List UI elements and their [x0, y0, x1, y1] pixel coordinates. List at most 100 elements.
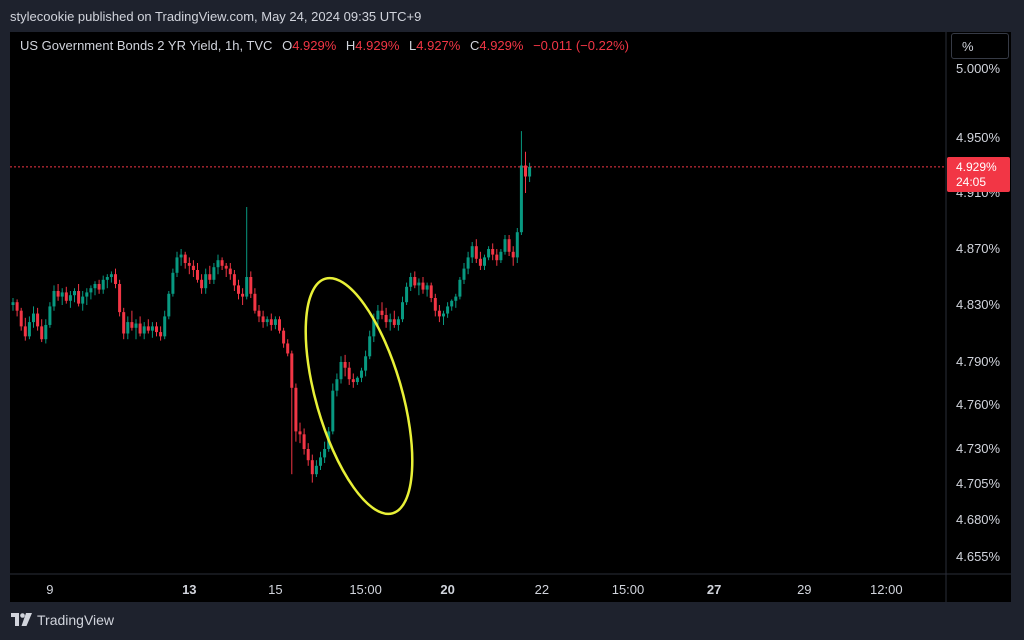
candle-body — [499, 251, 503, 261]
candle-body — [241, 293, 245, 297]
candle-body — [122, 312, 126, 334]
candle-body — [101, 279, 105, 290]
candle-body — [52, 291, 56, 307]
candle-body — [15, 302, 19, 311]
price-axis-label: 4.950% — [956, 130, 1001, 145]
candle-body — [360, 370, 363, 378]
candle-body — [48, 306, 52, 325]
candle-body — [351, 379, 355, 383]
candle-body — [474, 246, 478, 259]
annotation-ellipse[interactable] — [284, 267, 434, 525]
candle-body — [200, 279, 204, 289]
time-axis-label: 12:00 — [870, 582, 903, 597]
candle-body — [323, 449, 327, 458]
candle-body — [224, 265, 228, 269]
candle-body — [32, 313, 35, 323]
candle-body — [319, 457, 322, 466]
open-value: 4.929% — [292, 38, 337, 53]
candle-body — [187, 263, 191, 266]
footer-bar — [0, 602, 1024, 640]
time-axis-label: 13 — [182, 582, 196, 597]
candle-body — [409, 277, 413, 287]
candle-body — [392, 319, 396, 325]
candle-body — [245, 277, 249, 297]
candle-body — [44, 324, 48, 340]
price-axis: 5.000%4.950%4.910%4.870%4.830%4.790%4.76… — [956, 61, 1001, 564]
price-axis-label: 4.730% — [956, 441, 1001, 456]
candle-body — [155, 326, 158, 333]
candle-body — [278, 319, 281, 331]
candle-body — [118, 284, 122, 313]
candle-body — [249, 277, 253, 294]
candle-body — [60, 292, 64, 297]
candle-body — [183, 254, 187, 263]
percent-scale-button[interactable]: % — [951, 33, 1009, 59]
candle-body — [126, 322, 130, 334]
candle-body — [347, 367, 351, 380]
candle-body — [507, 239, 511, 252]
candle-body — [294, 387, 298, 432]
last-price-tag: 4.929% 24:05 — [947, 157, 1010, 192]
high-label: H — [345, 38, 356, 53]
published-by-text: stylecookie published on TradingView.com… — [10, 9, 422, 24]
symbol-legend[interactable]: US Government Bonds 2 YR Yield, 1h, TVC … — [20, 38, 629, 53]
candle-body — [466, 257, 470, 269]
candle-body — [413, 277, 417, 286]
candle-body — [454, 296, 458, 301]
candle-body — [433, 298, 437, 311]
candle-body — [290, 353, 294, 388]
candle-body — [56, 291, 60, 297]
candle-body — [237, 285, 240, 294]
candle-body — [437, 310, 441, 317]
candle-body — [36, 313, 40, 327]
candle-body — [73, 291, 76, 296]
candle-body — [446, 306, 450, 314]
candle-body — [257, 310, 261, 317]
tradingview-logo[interactable]: TradingView — [11, 612, 114, 628]
candle-body — [68, 295, 72, 301]
candle-body — [97, 284, 101, 290]
bar-countdown: 24:05 — [956, 175, 987, 189]
candle-body — [364, 356, 368, 371]
change-value: −0.011 (−0.22%) — [533, 38, 629, 53]
candle-body — [212, 267, 216, 280]
candle-body — [503, 239, 507, 252]
time-axis-label: 29 — [797, 582, 811, 597]
candle-body — [519, 165, 523, 233]
price-axis-label: 4.655% — [956, 549, 1001, 564]
candle-body — [515, 232, 519, 258]
candle-body — [511, 251, 515, 258]
candle-body — [150, 326, 154, 331]
symbol-title[interactable]: US Government Bonds 2 YR Yield, 1h, TVC — [20, 38, 273, 53]
time-axis-label: 15 — [268, 582, 282, 597]
candle-body — [142, 326, 146, 334]
chart-pane[interactable] — [10, 32, 1011, 602]
candle-body — [396, 319, 400, 325]
candle-body — [179, 254, 183, 258]
low-label: L — [409, 38, 417, 53]
candle-body — [216, 260, 220, 268]
candle-body — [442, 313, 445, 317]
price-axis-label: 4.870% — [956, 241, 1001, 256]
time-axis-label: 15:00 — [612, 582, 645, 597]
candle-body — [175, 257, 179, 273]
candle-body — [302, 434, 306, 449]
candle-body — [109, 274, 113, 277]
candle-body — [171, 272, 175, 294]
candle-body — [401, 302, 404, 320]
candle-body — [134, 323, 138, 328]
candle-body — [89, 288, 93, 293]
high-value: 4.929% — [355, 38, 400, 53]
candle-body — [368, 336, 372, 357]
candle-body — [81, 296, 85, 304]
candle-body — [232, 274, 236, 286]
candle-body — [335, 379, 339, 391]
candle-body — [487, 249, 491, 258]
low-value: 4.927% — [416, 38, 461, 53]
last-price-value: 4.929% — [956, 160, 997, 174]
price-axis-label: 4.705% — [956, 476, 1001, 491]
candle-body — [458, 279, 462, 297]
close-value: 4.929% — [479, 38, 524, 53]
candle-body — [40, 326, 44, 340]
